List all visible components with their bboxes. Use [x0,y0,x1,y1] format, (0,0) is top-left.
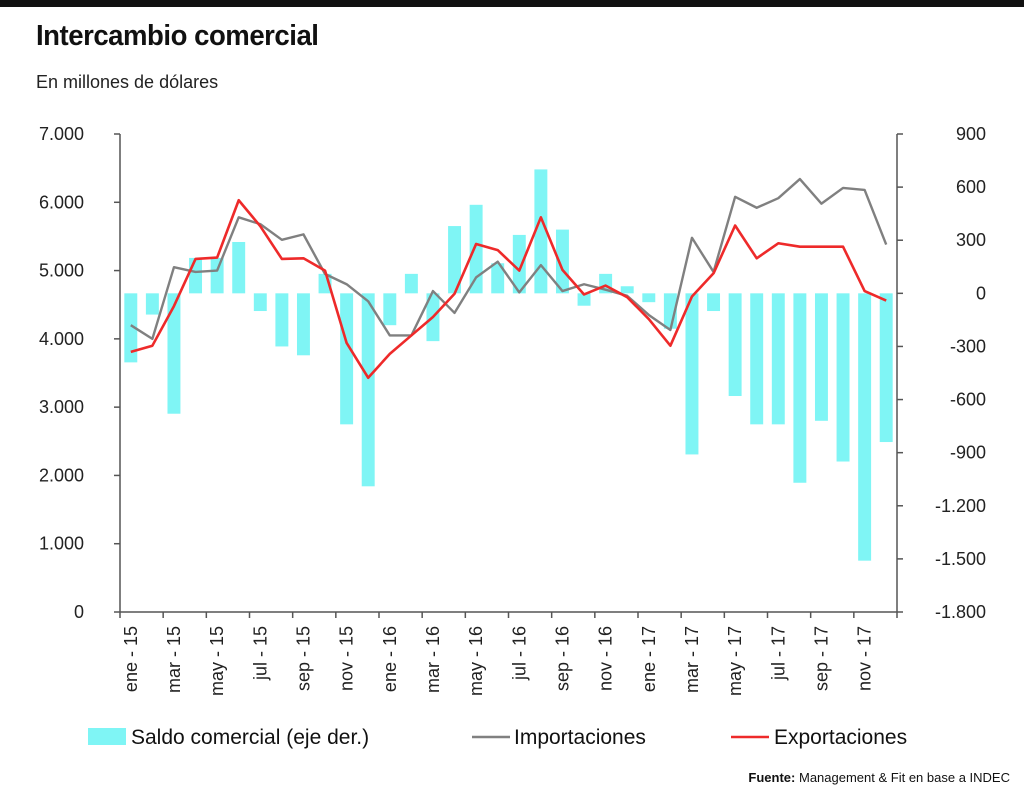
saldo-bar [707,293,721,312]
right-tick-label: -900 [950,443,986,463]
saldo-bar [275,293,289,347]
legend-importaciones-label: Importaciones [514,726,646,749]
saldo-bar [512,234,526,294]
left-axis-ticks: 7.000 6.000 5.000 4.000 3.000 2.000 1.000 0 [39,124,120,622]
saldo-bar [383,293,397,326]
saldo-bar [879,293,893,443]
x-tick-label: mar - 16 [423,626,443,693]
saldo-bar [189,257,203,294]
x-tick-label: may - 16 [466,626,486,696]
saldo-bar [253,293,267,312]
left-tick-label: 7.000 [39,124,84,144]
source-label: Fuente: [748,770,796,785]
saldo-bar [642,293,656,303]
saldo-bar [836,293,850,462]
legend-saldo-label: Saldo comercial (eje der.) [131,726,369,749]
right-axis-ticks: 900 600 300 0 -300 -600 -900 -1.200 -1.500 -1.800 [897,124,986,622]
right-tick-label: 600 [956,177,986,197]
saldo-bar [771,293,785,425]
x-tick-label: ene - 17 [639,626,659,692]
chart-legend: Saldo comercial (eje der.) Importaciones E… [88,726,907,749]
saldo-bar [404,273,418,294]
saldo-bar [469,204,483,294]
saldo-bar [728,293,742,397]
right-tick-label: 300 [956,230,986,250]
top-border [0,0,1024,7]
x-axis-ticks: ene - 15 mar - 15 may - 15 jul - 15 sep - 15… [119,612,898,696]
chart-title: Intercambio comercial [36,20,319,52]
right-tick-label: -300 [950,336,986,356]
saldo-bar [620,286,634,294]
source-text: Management & Fit en base a INDEC [799,770,1010,785]
right-tick-label: 900 [956,124,986,144]
right-tick-label: -600 [950,390,986,410]
saldo-bar [814,293,828,421]
x-tick-label: ene - 15 [121,626,141,692]
saldo-bar [555,229,569,294]
x-tick-label: sep - 16 [552,626,572,691]
legend-exportaciones-label: Exportaciones [774,726,907,749]
saldo-bar [340,293,354,425]
x-tick-label: nov - 16 [596,626,616,691]
right-tick-label: -1.500 [935,549,986,569]
saldo-bar [793,293,807,483]
saldo-bar [685,293,699,455]
right-tick-label: 0 [976,283,986,303]
left-tick-label: 0 [74,602,84,622]
x-tick-label: ene - 16 [380,626,400,692]
saldo-bars [124,169,893,561]
saldo-bar [361,293,375,487]
saldo-bar [145,293,159,315]
saldo-bar [296,293,310,356]
left-tick-label: 3.000 [39,397,84,417]
chart-subtitle: En millones de dólares [36,72,219,92]
saldo-bar [448,226,462,294]
x-tick-label: jul - 16 [509,626,529,681]
legend-saldo-swatch [88,728,126,745]
saldo-bar [167,293,181,414]
x-tick-label: may - 15 [207,626,227,696]
x-tick-label: mar - 15 [164,626,184,693]
x-tick-label: may - 17 [725,626,745,696]
x-tick-label: jul - 17 [768,626,788,681]
x-tick-label: jul - 15 [250,626,270,681]
saldo-bar [577,293,591,306]
source-note: Fuente: Management & Fit en base a INDEC [748,770,1010,785]
saldo-bar [534,169,548,294]
saldo-bar [124,293,138,363]
left-tick-label: 6.000 [39,192,84,212]
x-tick-label: nov - 15 [337,626,357,691]
x-tick-label: sep - 17 [811,626,831,691]
saldo-bar [491,263,505,294]
right-tick-label: -1.200 [935,496,986,516]
saldo-bar [210,257,224,294]
series-lines [130,177,888,380]
left-tick-label: 1.000 [39,534,84,554]
left-tick-label: 4.000 [39,329,84,349]
saldo-bar [232,241,246,294]
x-tick-label: sep - 15 [293,626,313,691]
saldo-bar [750,293,764,425]
exportaciones-line [130,198,887,380]
x-tick-label: mar - 17 [682,626,702,693]
x-tick-label: nov - 17 [855,626,875,691]
left-tick-label: 2.000 [39,465,84,485]
left-tick-label: 5.000 [39,261,84,281]
saldo-bar [858,293,872,561]
right-tick-label: -1.800 [935,602,986,622]
